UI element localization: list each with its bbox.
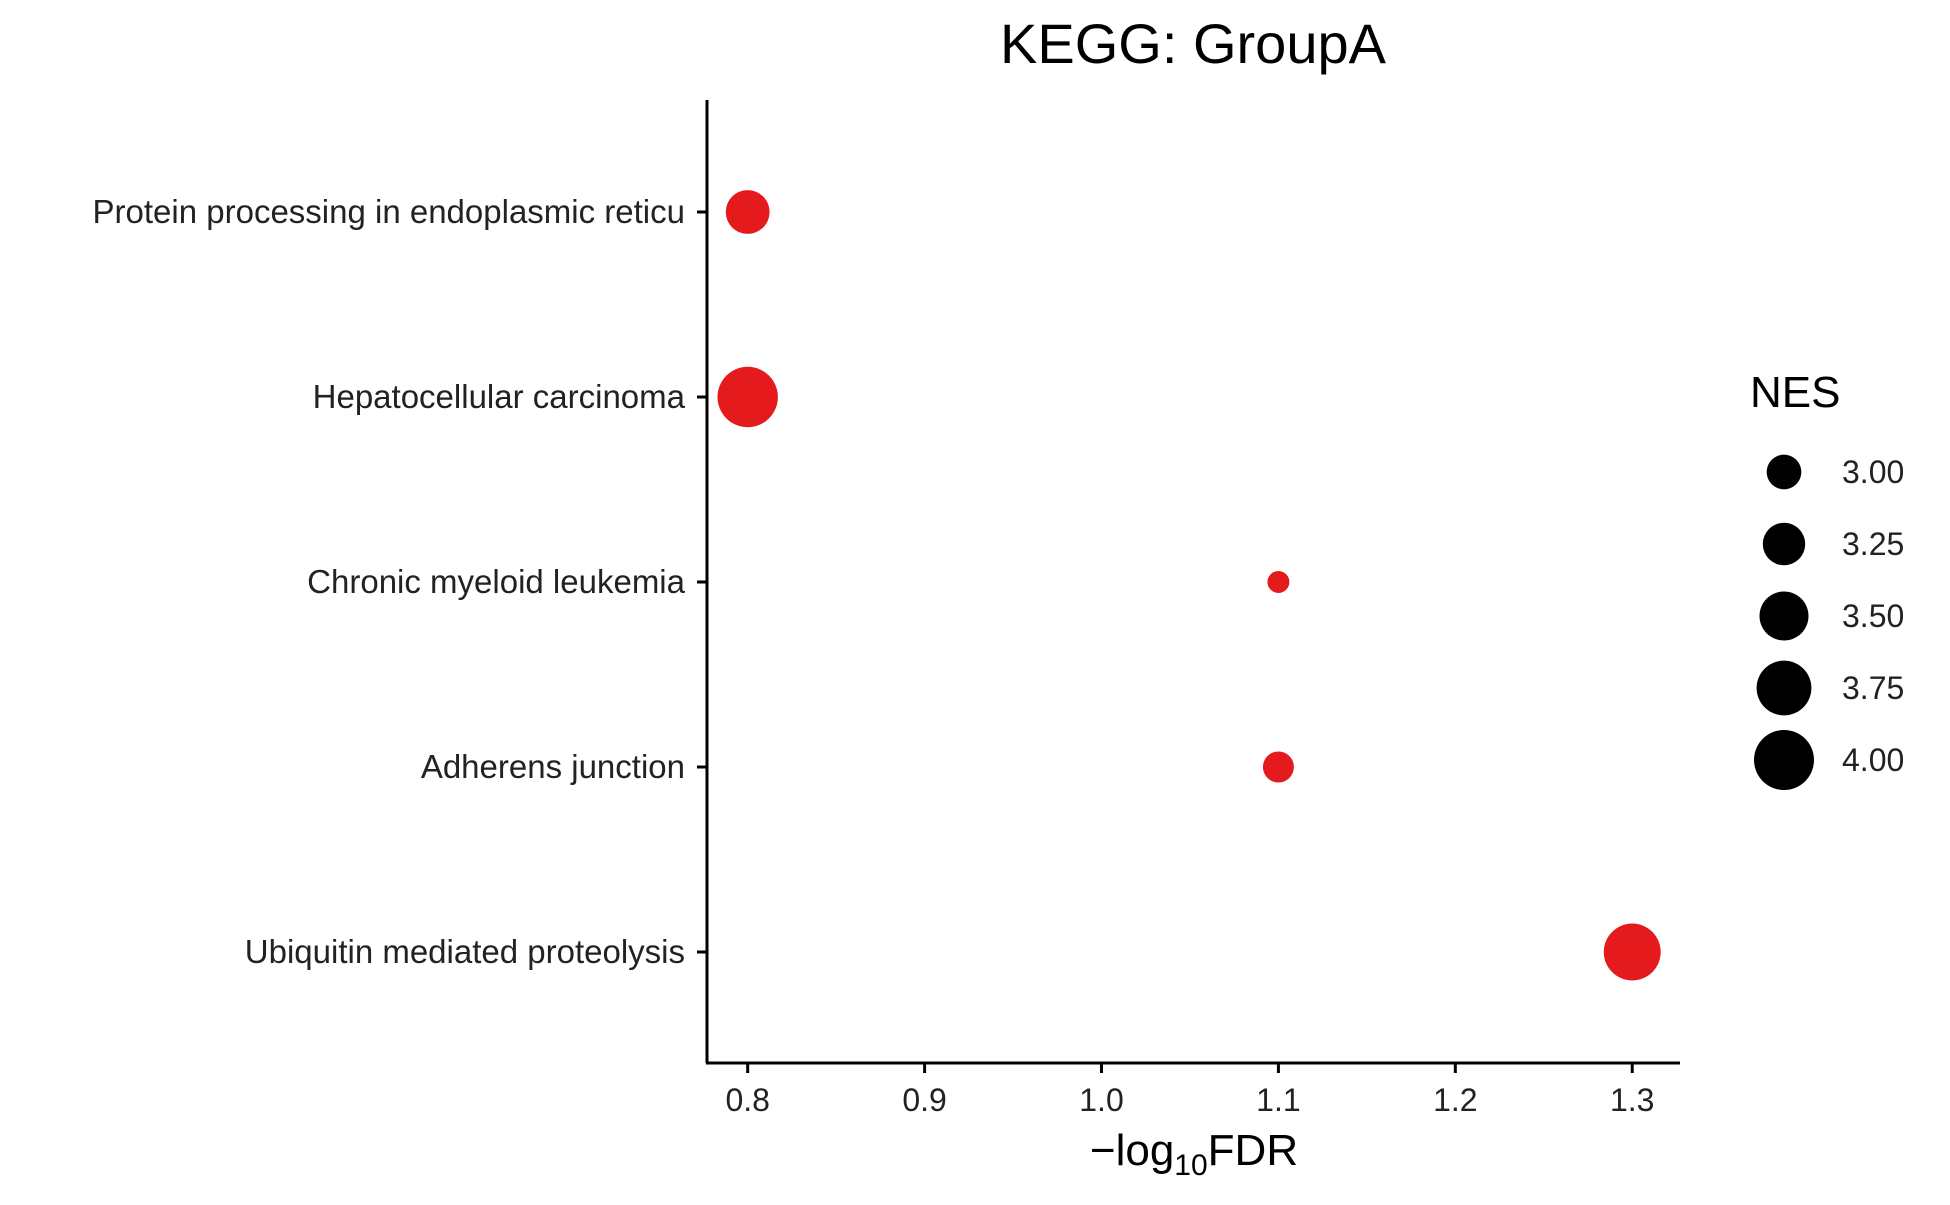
legend-label: 3.25 bbox=[1842, 526, 1904, 562]
chart-title: KEGG: GroupA bbox=[1000, 12, 1387, 75]
legend-label: 3.00 bbox=[1842, 454, 1904, 490]
data-point bbox=[1603, 923, 1661, 981]
x-axis-title-suffix: FDR bbox=[1208, 1126, 1298, 1175]
data-point bbox=[717, 366, 778, 428]
x-axis-ticks: 0.8 0.9 1.0 1.1 1.2 1.3 bbox=[725, 1063, 1654, 1118]
data-point bbox=[1267, 571, 1290, 593]
x-tick-label: 0.8 bbox=[725, 1082, 769, 1118]
legend-key-circle bbox=[1756, 660, 1812, 716]
legend-key-circle bbox=[1759, 591, 1809, 641]
x-axis-title: −log10FDR bbox=[1090, 1126, 1298, 1182]
y-tick-label: Ubiquitin mediated proteolysis bbox=[245, 933, 685, 970]
y-tick-label: Hepatocellular carcinoma bbox=[313, 378, 686, 415]
legend-key-circle bbox=[1762, 522, 1806, 566]
x-tick-label: 0.9 bbox=[902, 1082, 946, 1118]
legend-label: 4.00 bbox=[1842, 742, 1904, 778]
x-tick-label: 1.1 bbox=[1256, 1082, 1300, 1118]
data-point bbox=[1262, 751, 1294, 783]
legend-label: 3.75 bbox=[1842, 670, 1904, 706]
legend-key-circle bbox=[1753, 729, 1815, 791]
x-axis-title-subscript: 10 bbox=[1174, 1149, 1207, 1182]
legend-label: 3.50 bbox=[1842, 598, 1904, 634]
data-points bbox=[717, 190, 1661, 981]
y-tick-label: Adherens junction bbox=[421, 748, 685, 785]
legend-key-circle bbox=[1766, 454, 1802, 490]
data-point bbox=[725, 190, 770, 234]
legend-entries: 3.00 3.25 3.50 3.75 4.00 bbox=[1753, 454, 1904, 791]
x-tick-label: 1.0 bbox=[1079, 1082, 1123, 1118]
y-axis-ticks: Protein processing in endoplasmic reticu… bbox=[93, 193, 707, 970]
x-tick-label: 1.2 bbox=[1433, 1082, 1477, 1118]
x-axis-title-prefix: −log bbox=[1090, 1126, 1174, 1175]
y-tick-label: Chronic myeloid leukemia bbox=[307, 563, 685, 600]
y-tick-label: Protein processing in endoplasmic reticu bbox=[93, 193, 685, 230]
size-legend: NES 3.00 3.25 3.50 3.75 4.00 bbox=[1750, 368, 1904, 791]
legend-title: NES bbox=[1750, 368, 1840, 417]
x-tick-label: 1.3 bbox=[1610, 1082, 1654, 1118]
